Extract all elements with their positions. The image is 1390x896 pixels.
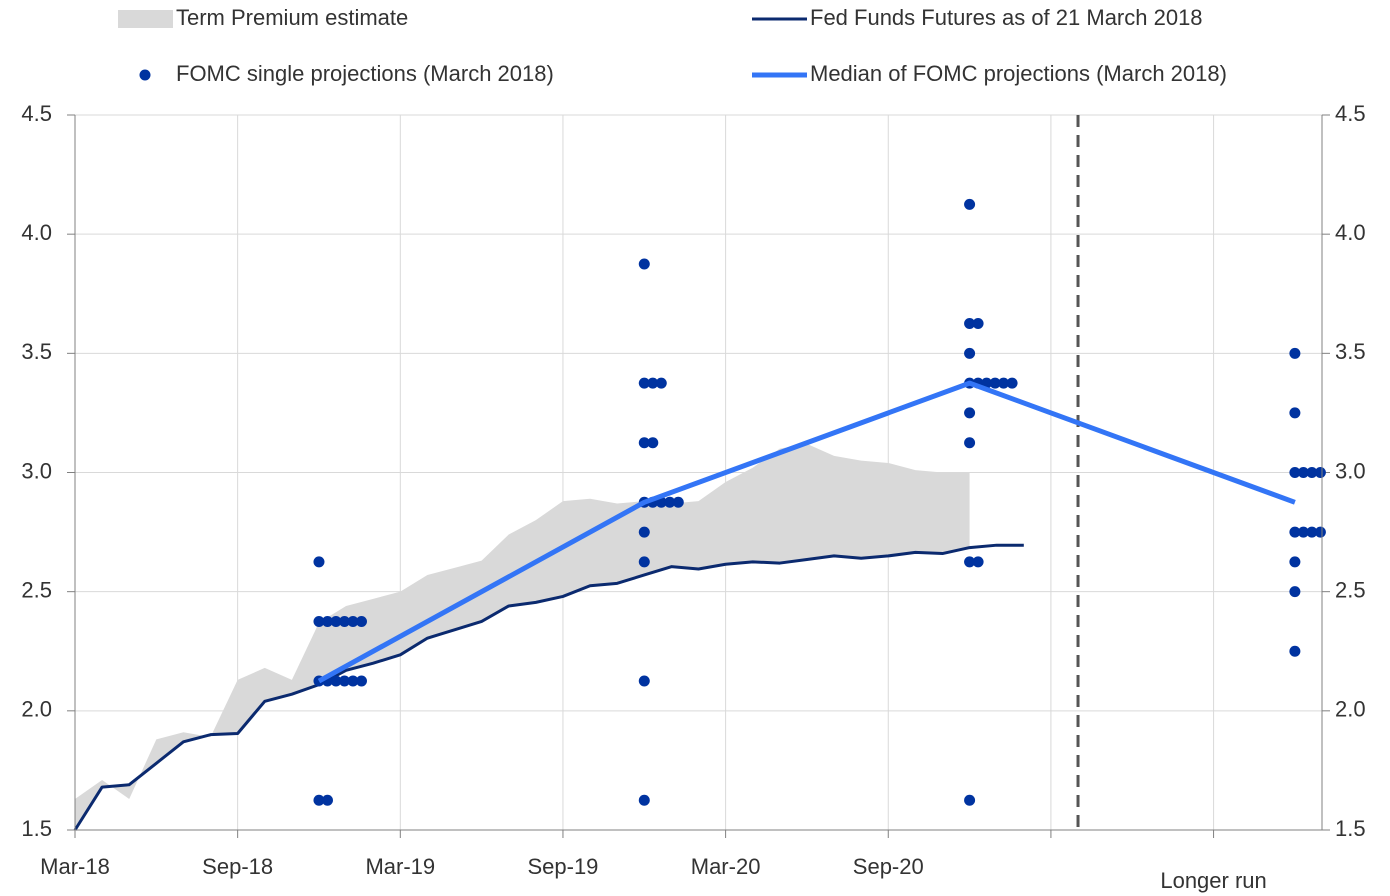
projection-dot xyxy=(638,377,650,389)
projection-dot xyxy=(1289,586,1301,598)
y-tick-label: 4.0 xyxy=(21,220,52,245)
projection-dot xyxy=(638,675,650,687)
legend-swatch xyxy=(118,10,173,28)
projection-dot xyxy=(1314,467,1326,478)
projection-dot xyxy=(647,437,659,449)
y2-tick-label: 1.5 xyxy=(1335,816,1366,841)
x-tick-label: Sep-20 xyxy=(853,854,924,879)
y2-tick-label: 3.5 xyxy=(1335,339,1366,364)
projection-dot xyxy=(1289,407,1301,419)
y-tick-label: 2.5 xyxy=(21,577,52,602)
y2-tick-label: 2.5 xyxy=(1335,577,1366,602)
projection-dot xyxy=(1306,467,1318,478)
projection-dot xyxy=(972,318,984,330)
projection-dot xyxy=(1289,347,1301,359)
projection-dot xyxy=(964,437,976,449)
projection-dot xyxy=(321,615,333,627)
projection-dot xyxy=(638,258,650,270)
projection-dot xyxy=(338,675,350,687)
projection-dot xyxy=(655,377,667,389)
projection-dot xyxy=(1297,526,1309,538)
projection-dot xyxy=(1289,467,1301,478)
y-tick-label: 2.0 xyxy=(21,697,52,722)
legend-label: Term Premium estimate xyxy=(176,5,408,30)
term-premium-area xyxy=(75,443,970,830)
projection-dot xyxy=(964,347,976,359)
y2-tick-label: 2.0 xyxy=(1335,697,1366,722)
y-tick-label: 1.5 xyxy=(21,816,52,841)
projection-dot xyxy=(989,377,1001,389)
y-tick-label: 4.5 xyxy=(21,101,52,126)
projection-dot xyxy=(638,556,650,568)
projection-dot xyxy=(1289,556,1301,568)
projection-dot xyxy=(347,675,359,687)
projection-dot xyxy=(313,615,325,627)
projection-dot xyxy=(313,794,325,806)
x-tick-label: Sep-19 xyxy=(527,854,598,879)
projection-dot xyxy=(347,615,359,627)
line xyxy=(73,543,1024,831)
projection-dot xyxy=(964,198,976,210)
projection-dot xyxy=(355,675,367,687)
x-tick-label: Longer run xyxy=(1160,868,1266,893)
y-tick-label: 3.0 xyxy=(21,458,52,483)
y2-tick-label: 3.0 xyxy=(1335,458,1366,483)
projection-dot xyxy=(972,556,984,568)
y-tick-label: 3.5 xyxy=(21,339,52,364)
projection-dot xyxy=(672,496,684,508)
projection-dot xyxy=(664,496,676,508)
legend-label: FOMC single projections (March 2018) xyxy=(176,61,554,86)
projection-dot xyxy=(998,377,1010,389)
projection-dot xyxy=(330,615,342,627)
projection-dot xyxy=(638,526,650,538)
x-tick-label: Mar-18 xyxy=(40,854,110,879)
projection-dot xyxy=(321,794,333,806)
projection-dot xyxy=(330,675,342,687)
legend-swatch xyxy=(139,69,151,81)
projection-dot xyxy=(1006,377,1018,389)
projection-dot xyxy=(313,556,325,568)
projection-dot xyxy=(1289,645,1301,657)
legend-label: Fed Funds Futures as of 21 March 2018 xyxy=(810,5,1203,30)
x-tick-label: Sep-18 xyxy=(202,854,273,879)
y2-tick-label: 4.5 xyxy=(1335,101,1366,126)
projection-dot xyxy=(964,794,976,806)
y2-tick-label: 4.0 xyxy=(1335,220,1366,245)
projection-dot xyxy=(647,377,659,389)
projection-dot xyxy=(638,794,650,806)
projection-dot xyxy=(638,437,650,449)
projection-dot xyxy=(1297,467,1309,478)
projection-dot xyxy=(964,556,976,568)
projection-dot xyxy=(964,318,976,330)
x-tick-label: Mar-19 xyxy=(365,854,435,879)
x-tick-label: Mar-20 xyxy=(691,854,761,879)
projection-dot xyxy=(1289,526,1301,538)
projection-dot xyxy=(1306,526,1318,538)
projection-dot xyxy=(1314,526,1326,538)
projection-dot xyxy=(355,615,367,627)
line xyxy=(317,380,1296,684)
projection-dot xyxy=(964,407,976,419)
legend-label: Median of FOMC projections (March 2018) xyxy=(810,61,1227,86)
projection-dot xyxy=(338,615,350,627)
